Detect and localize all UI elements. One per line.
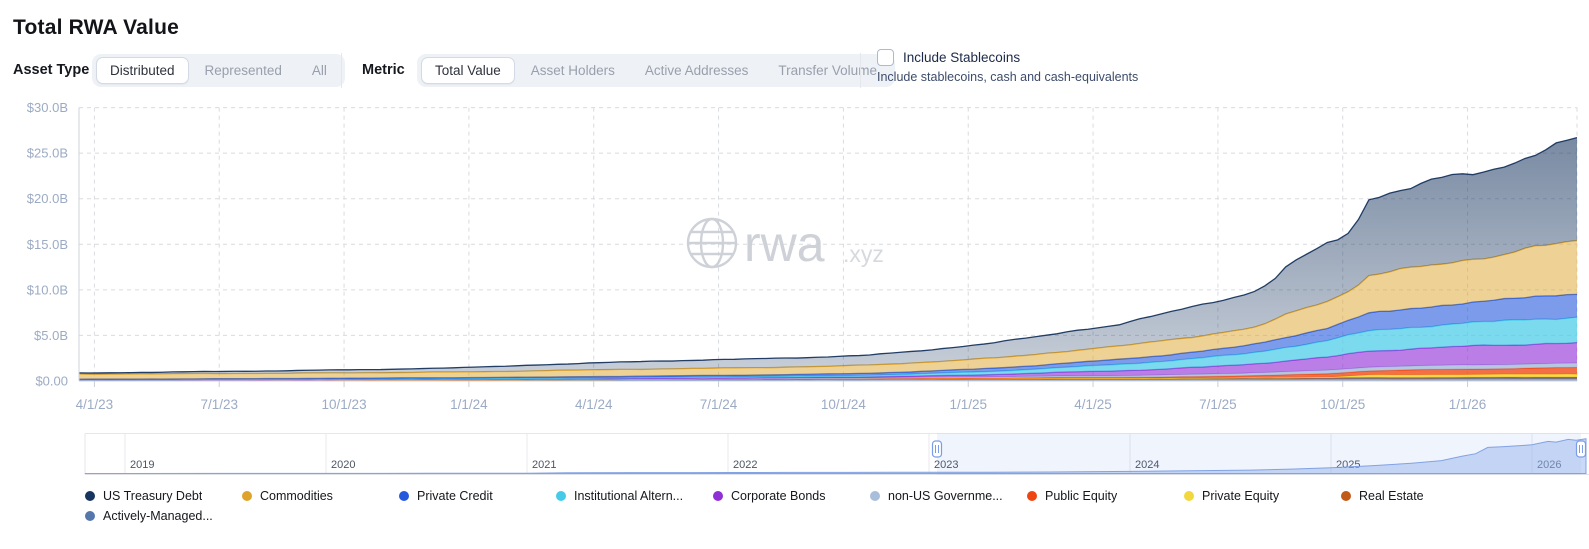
chart-legend: US Treasury Debt Commodities Private Credi… bbox=[85, 486, 1555, 526]
legend-label: Real Estate bbox=[1359, 489, 1424, 503]
legend-dot-private-credit bbox=[399, 491, 409, 501]
x-axis-label: 10/1/24 bbox=[821, 397, 867, 412]
brush-year-label: 2024 bbox=[1135, 459, 1159, 471]
legend-item-private-equity[interactable]: Private Equity bbox=[1184, 486, 1341, 506]
legend-item-real-estate[interactable]: Real Estate bbox=[1341, 486, 1498, 506]
chart-axes: $0.00 $5.0B $10.0B $15.0B $20.0B $25.0B $30.0B… bbox=[27, 100, 1577, 412]
x-axis-label: 1/1/24 bbox=[450, 397, 488, 412]
legend-label: Private Credit bbox=[417, 489, 493, 503]
x-axis-label: 4/1/24 bbox=[575, 397, 613, 412]
area-us-treasury-debt[interactable] bbox=[79, 137, 1577, 375]
legend-dot-corporate-bonds bbox=[713, 491, 723, 501]
legend-dot-us-treasury-debt bbox=[85, 491, 95, 501]
x-axis-label: 7/1/25 bbox=[1199, 397, 1237, 412]
globe-icon bbox=[686, 217, 738, 269]
brush-year-label: 2023 bbox=[934, 459, 958, 471]
legend-dot-commodities bbox=[242, 491, 252, 501]
page-title: Total RWA Value bbox=[13, 16, 179, 39]
legend-item-us-treasury-debt[interactable]: US Treasury Debt bbox=[85, 486, 242, 506]
x-axis-label: 1/1/25 bbox=[949, 397, 987, 412]
legend-dot-non-us-governme bbox=[870, 491, 880, 501]
area-commodities[interactable] bbox=[79, 240, 1577, 380]
legend-label: Institutional Altern... bbox=[574, 489, 684, 503]
watermark-brand: rwa bbox=[744, 216, 825, 272]
legend-label: Actively-Managed... bbox=[103, 509, 213, 523]
x-axis-label: 7/1/24 bbox=[700, 397, 738, 412]
brush-year-label: 2022 bbox=[733, 459, 757, 471]
metric-label: Metric bbox=[362, 62, 405, 78]
legend-item-commodities[interactable]: Commodities bbox=[242, 486, 399, 506]
legend-dot-institutional-altern bbox=[556, 491, 566, 501]
legend-label: non-US Governme... bbox=[888, 489, 1003, 503]
brush-year-label: 2019 bbox=[130, 459, 154, 471]
x-axis-label: 4/1/23 bbox=[76, 397, 114, 412]
brush-handle-right[interactable] bbox=[1575, 440, 1587, 458]
metric-segmented-control: Total Value Asset Holders Active Addresses… bbox=[417, 54, 895, 87]
legend-dot-public-equity bbox=[1027, 491, 1037, 501]
y-axis-label: $10.0B bbox=[27, 282, 68, 297]
legend-item-institutional-altern[interactable]: Institutional Altern... bbox=[556, 486, 713, 506]
metric-option-transfer-volume[interactable]: Transfer Volume bbox=[764, 57, 891, 84]
y-axis-label: $20.0B bbox=[27, 191, 68, 206]
filter-divider bbox=[860, 53, 861, 88]
legend-item-actively-managed[interactable]: Actively-Managed... bbox=[85, 506, 242, 526]
brush-year-label: 2020 bbox=[331, 459, 355, 471]
brush-handle-left[interactable] bbox=[931, 440, 943, 458]
area-non-us-governme[interactable] bbox=[79, 363, 1577, 381]
asset-type-option-represented[interactable]: Represented bbox=[191, 57, 296, 84]
legend-label: Private Equity bbox=[1202, 489, 1280, 503]
area-corporate-bonds[interactable] bbox=[79, 342, 1577, 380]
y-axis-label: $30.0B bbox=[27, 100, 68, 115]
x-axis-label: 4/1/25 bbox=[1074, 397, 1112, 412]
include-stablecoins-description: Include stablecoins, cash and cash-equiv… bbox=[877, 70, 1139, 84]
legend-dot-real-estate bbox=[1341, 491, 1351, 501]
x-axis-label: 10/1/25 bbox=[1320, 397, 1365, 412]
area-outline-us-treasury-debt bbox=[78, 137, 1578, 374]
y-axis-label: $15.0B bbox=[27, 237, 68, 252]
y-axis-label: $0.00 bbox=[35, 374, 68, 389]
legend-item-non-us-governme[interactable]: non-US Governme... bbox=[870, 486, 1027, 506]
brush-year-label: 2021 bbox=[532, 459, 556, 471]
asset-type-option-distributed[interactable]: Distributed bbox=[96, 57, 189, 84]
filter-divider bbox=[341, 53, 342, 88]
legend-label: Commodities bbox=[260, 489, 333, 503]
x-axis-label: 1/1/26 bbox=[1449, 397, 1487, 412]
asset-type-label: Asset Type bbox=[13, 62, 90, 78]
legend-label: US Treasury Debt bbox=[103, 489, 203, 503]
brush-mini-area bbox=[84, 438, 1587, 474]
time-range-brush[interactable]: 20192020202120222023202420252026 bbox=[84, 433, 1589, 475]
x-axis-label: 10/1/23 bbox=[322, 397, 367, 412]
legend-item-corporate-bonds[interactable]: Corporate Bonds bbox=[713, 486, 870, 506]
y-axis-label: $25.0B bbox=[27, 146, 68, 161]
asset-type-segmented-control: Distributed Represented All bbox=[92, 54, 345, 87]
metric-option-total-value[interactable]: Total Value bbox=[421, 57, 515, 84]
y-axis-label: $5.0B bbox=[34, 328, 68, 343]
legend-dot-private-equity bbox=[1184, 491, 1194, 501]
stacked-areas bbox=[78, 137, 1578, 381]
include-stablecoins-label: Include Stablecoins bbox=[903, 50, 1021, 65]
legend-label: Public Equity bbox=[1045, 489, 1118, 503]
metric-option-active-addresses[interactable]: Active Addresses bbox=[631, 57, 763, 84]
metric-option-asset-holders[interactable]: Asset Holders bbox=[517, 57, 629, 84]
x-axis-label: 7/1/23 bbox=[200, 397, 238, 412]
include-stablecoins-group: Include Stablecoins Include stablecoins,… bbox=[877, 49, 1138, 84]
legend-label: Corporate Bonds bbox=[731, 489, 826, 503]
asset-type-option-all[interactable]: All bbox=[298, 57, 341, 84]
rwa-xyz-watermark: rwa .xyz bbox=[686, 216, 884, 272]
legend-dot-actively-managed bbox=[85, 511, 95, 521]
include-stablecoins-checkbox[interactable] bbox=[877, 49, 894, 66]
legend-item-public-equity[interactable]: Public Equity bbox=[1027, 486, 1184, 506]
legend-item-private-credit[interactable]: Private Credit bbox=[399, 486, 556, 506]
area-institutional-altern[interactable] bbox=[79, 317, 1577, 380]
watermark-suffix: .xyz bbox=[843, 241, 884, 267]
